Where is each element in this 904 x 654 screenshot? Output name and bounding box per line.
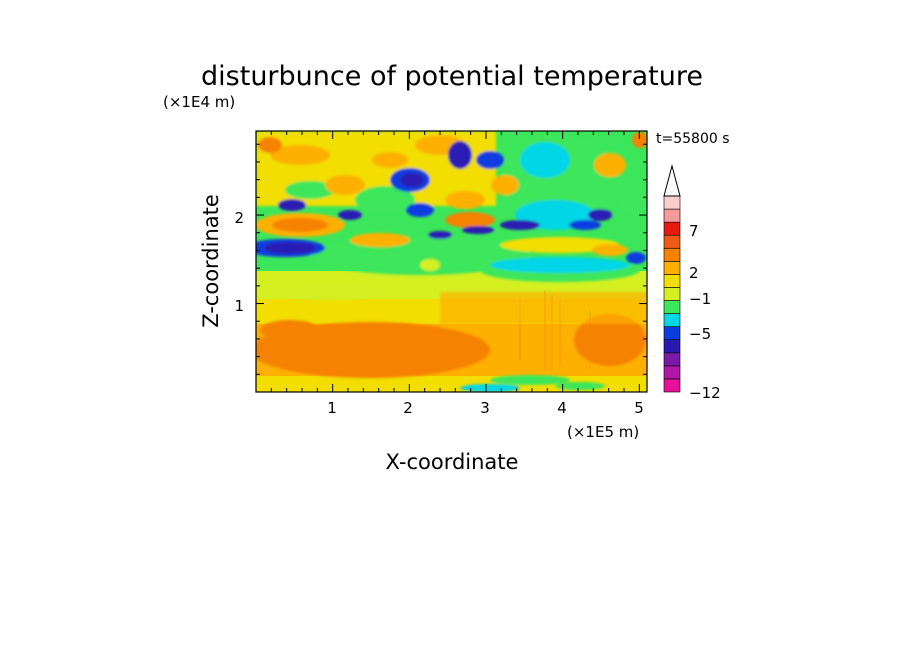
y-tick-label-1: 1 bbox=[234, 297, 244, 315]
colorbar-swatch bbox=[663, 339, 681, 354]
colorbar-swatch bbox=[663, 300, 681, 314]
colorbar-swatch bbox=[663, 313, 681, 327]
colorbar-extend-triangle bbox=[663, 164, 681, 197]
x-tick-label-2: 2 bbox=[403, 399, 413, 417]
x-axis-label: X-coordinate bbox=[386, 450, 519, 474]
colorbar-swatch bbox=[663, 208, 681, 223]
x-tick-label-1: 1 bbox=[327, 399, 337, 417]
colorbar-swatch bbox=[663, 274, 681, 288]
y-unit-label: (×1E4 m) bbox=[163, 93, 235, 111]
colorbar-swatch bbox=[663, 247, 681, 262]
y-axis-ticks bbox=[256, 143, 647, 375]
chart-title: disturbunce of potential temperature bbox=[201, 61, 703, 92]
colorbar-swatch bbox=[663, 378, 681, 393]
colorbar-tick-label-7: 7 bbox=[689, 222, 699, 240]
colorbar-swatch bbox=[663, 195, 681, 210]
time-label: t=55800 s bbox=[656, 131, 730, 147]
x-tick-label-4: 4 bbox=[557, 399, 567, 417]
plot-frame bbox=[255, 130, 648, 393]
colorbar-swatch bbox=[663, 221, 681, 236]
x-tick-label-5: 5 bbox=[634, 399, 644, 417]
colorbar-tick-label-minus12: −12 bbox=[689, 384, 721, 402]
colorbar-tick-label-minus1: −1 bbox=[689, 290, 711, 308]
colorbar-swatch bbox=[663, 234, 681, 249]
colorbar-swatch bbox=[663, 326, 681, 341]
colorbar-swatch bbox=[663, 261, 681, 275]
colorbar-swatch bbox=[663, 287, 681, 301]
x-unit-label: (×1E5 m) bbox=[567, 423, 639, 441]
y-tick-label-2: 2 bbox=[234, 209, 244, 227]
colorbar-swatch bbox=[663, 365, 681, 380]
colorbar bbox=[663, 195, 681, 393]
heatmap-field bbox=[256, 131, 647, 392]
colorbar-tick-label-2: 2 bbox=[689, 264, 699, 282]
colorbar-swatch bbox=[663, 352, 681, 367]
x-tick-label-3: 3 bbox=[480, 399, 490, 417]
colorbar-tick-label-minus5: −5 bbox=[689, 325, 711, 343]
y-axis-label: Z-coordinate bbox=[199, 194, 223, 328]
x-axis-ticks bbox=[270, 131, 640, 392]
